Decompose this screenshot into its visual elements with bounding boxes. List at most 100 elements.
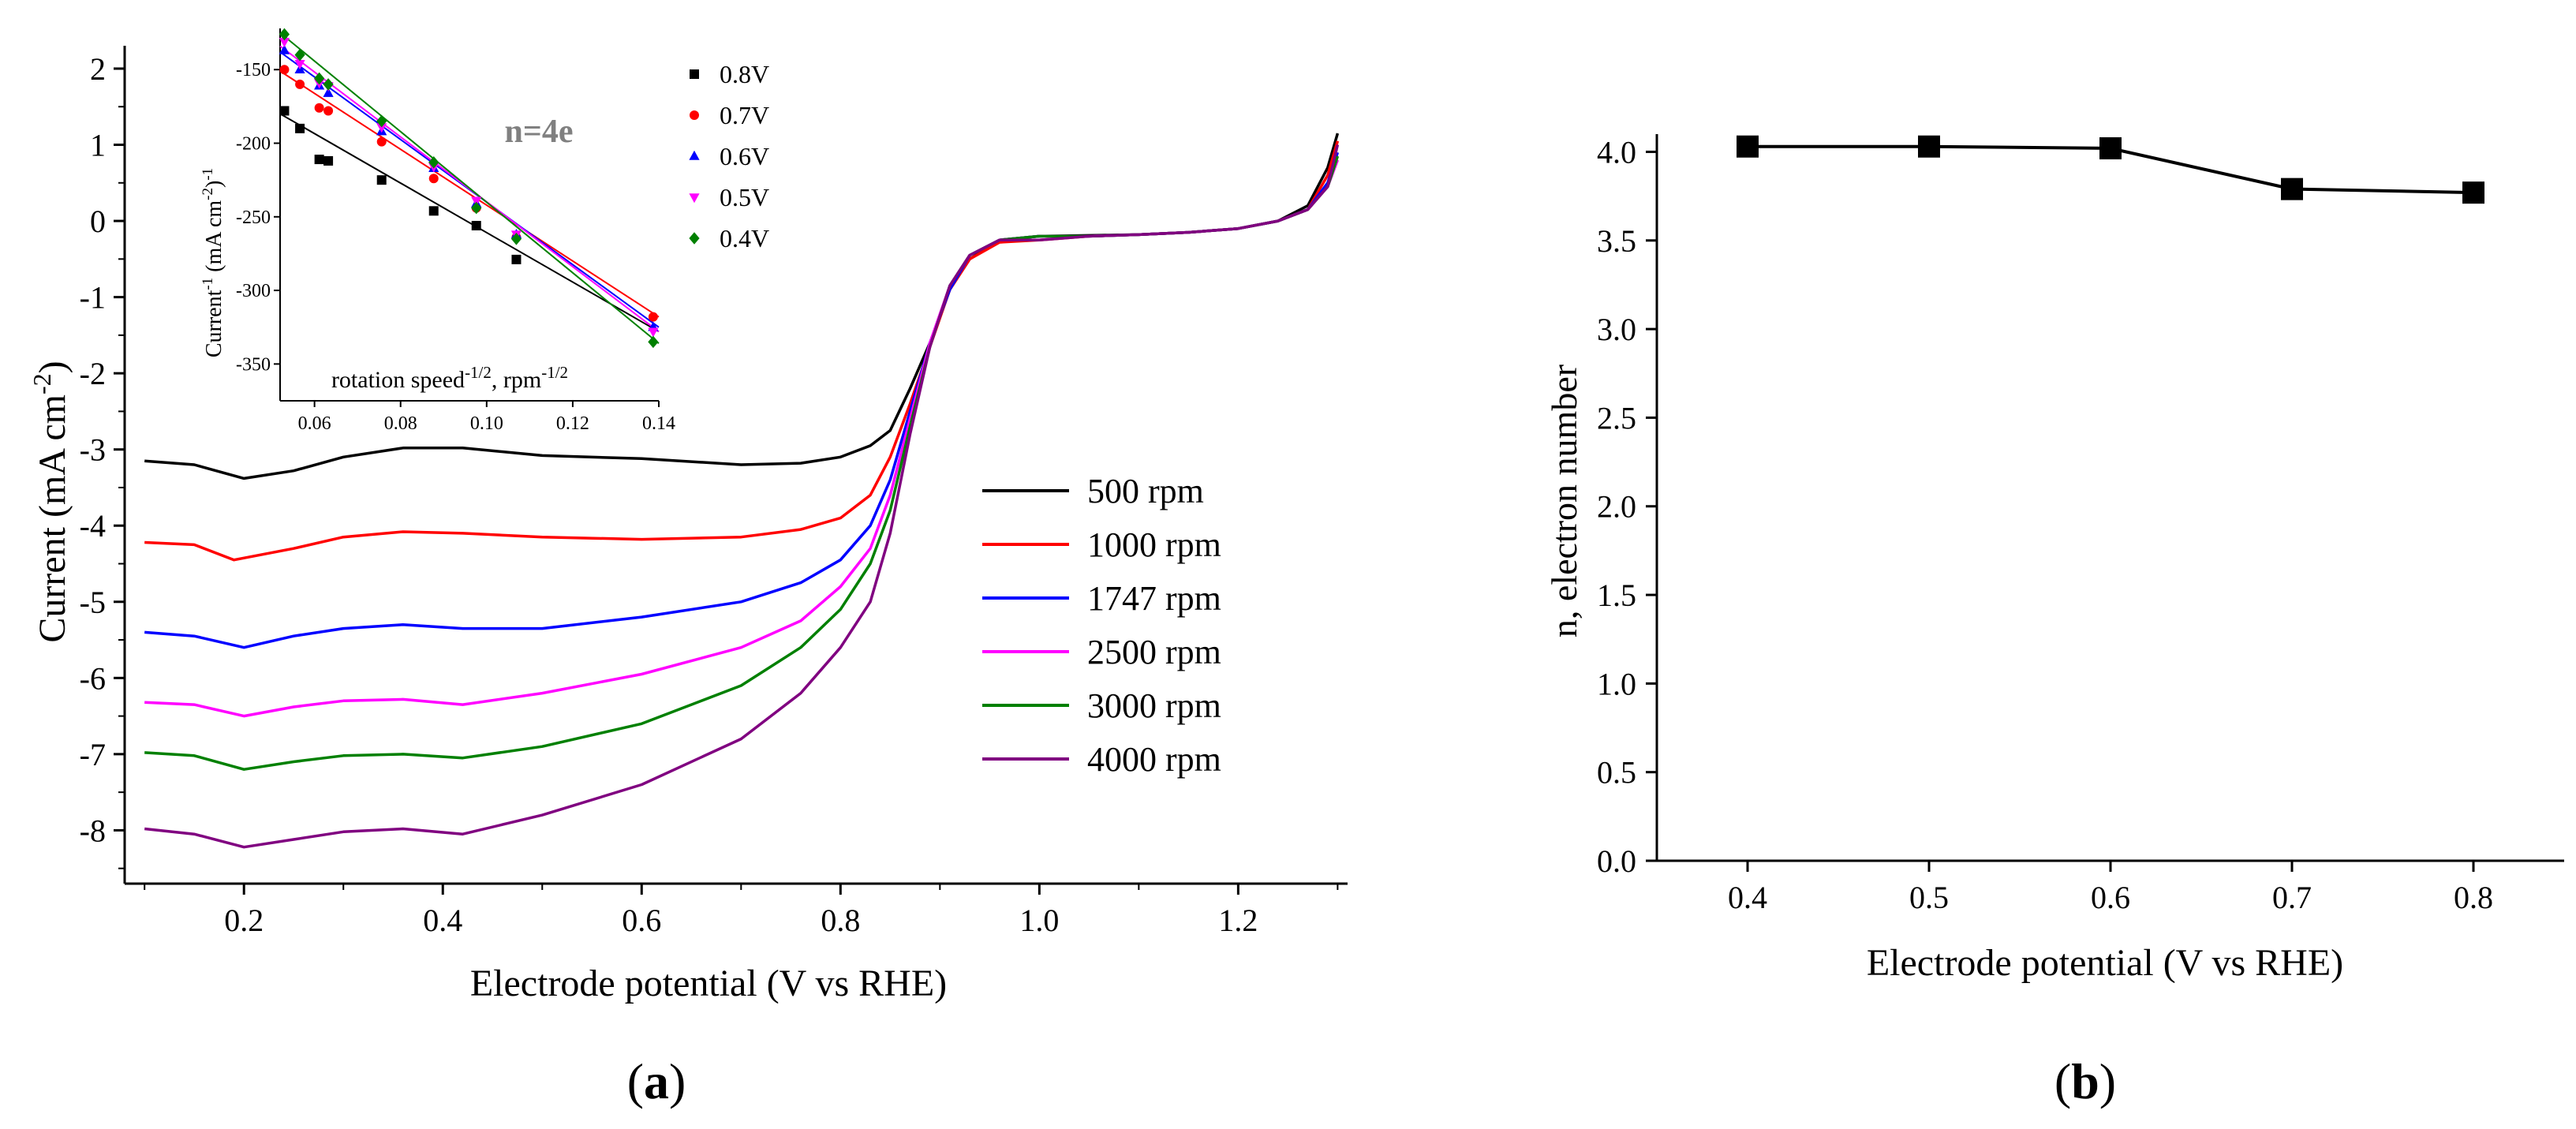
inset-yticks: -150 -200 -250 -300 -350 bbox=[236, 60, 280, 375]
inset-point-0.4V bbox=[314, 72, 325, 85]
inset-point-0.4V bbox=[376, 114, 387, 128]
inset-fit-0.8V bbox=[279, 113, 660, 333]
panel-a-axes bbox=[123, 46, 1348, 885]
panel-a-ytick-label: -2 bbox=[80, 356, 106, 391]
legend-label: 1747 rpm bbox=[1087, 579, 1221, 618]
legend-label: 2500 rpm bbox=[1087, 633, 1221, 671]
panel-a-ytick-label: 0 bbox=[90, 204, 106, 239]
inset-legend-label: 0.7V bbox=[720, 101, 769, 129]
inset-fit-lines bbox=[279, 32, 660, 345]
panel-a-ytick-label: -6 bbox=[80, 660, 106, 696]
panel-a: 0.2 0.4 0.6 0.8 1.0 1.2 2 1 0 -1 -2 -3 -4 -5 -6 -7 -8 5… bbox=[28, 28, 1348, 1109]
inset-point-0.8V bbox=[471, 220, 481, 230]
inset-fit-0.4V bbox=[279, 32, 660, 345]
inset-point-0.8V bbox=[323, 155, 334, 166]
panel-b-ytick-label: 0.0 bbox=[1597, 843, 1636, 879]
inset-legend-marker-0.7V bbox=[690, 110, 699, 120]
inset-xtick-label: 0.10 bbox=[470, 413, 503, 434]
electron-number-point bbox=[2462, 181, 2484, 204]
panel-b-ytick-label: 4.0 bbox=[1597, 134, 1636, 170]
inset-point-0.4V bbox=[471, 201, 482, 215]
inset-point-0.7V bbox=[648, 312, 658, 322]
inset-point-0.7V bbox=[323, 106, 334, 116]
panel-a-xticks: 0.2 0.4 0.6 0.8 1.0 1.2 bbox=[144, 884, 1339, 938]
electron-number-point bbox=[2281, 178, 2303, 200]
inset-ylabel: Current-1 (mA cm-2)-1 bbox=[200, 168, 226, 357]
inset-ytick-label: -150 bbox=[236, 60, 271, 80]
electron-number-point bbox=[1737, 135, 1759, 158]
panel-b-xtick-label: 0.8 bbox=[2454, 880, 2493, 915]
panel-a-ytick-label: 2 bbox=[90, 51, 106, 87]
panel-b-series bbox=[1737, 135, 2484, 204]
inset-xtick-label: 0.08 bbox=[384, 413, 417, 434]
electron-number-point bbox=[2099, 136, 2122, 159]
panel-a-xtick-label: 0.2 bbox=[224, 903, 264, 938]
inset-axes bbox=[279, 28, 659, 402]
panel-b-xtick-label: 0.5 bbox=[1909, 880, 1949, 915]
panel-a-ytick-label: 1 bbox=[90, 128, 106, 163]
inset-point-0.8V bbox=[279, 106, 290, 116]
inset-point-0.4V bbox=[279, 28, 290, 41]
panel-b-xticks: 0.4 0.5 0.6 0.7 0.8 bbox=[1728, 861, 2493, 915]
inset-legend-marker-0.8V bbox=[690, 69, 699, 79]
inset-point-0.4V bbox=[428, 155, 439, 169]
inset-point-0.8V bbox=[511, 254, 522, 264]
inset-points bbox=[279, 28, 659, 349]
panel-a-xtick-label: 1.2 bbox=[1218, 903, 1258, 938]
panel-a-ytick-label: -8 bbox=[80, 813, 106, 848]
panel-a-xtick-label: 0.8 bbox=[821, 903, 860, 938]
inset-point-0.4V bbox=[294, 48, 305, 62]
panel-a-series bbox=[144, 133, 1340, 849]
panel-a-ylabel: Current (mA cm-2) bbox=[28, 361, 73, 642]
panel-b-ytick-label: 1.5 bbox=[1597, 578, 1636, 613]
legend-label: 4000 rpm bbox=[1087, 740, 1221, 779]
inset-legend-label: 0.4V bbox=[720, 224, 769, 252]
inset-point-0.4V bbox=[648, 335, 659, 349]
panel-b-ytick-label: 0.5 bbox=[1597, 755, 1636, 791]
inset-point-0.7V bbox=[314, 103, 324, 113]
inset-point-0.8V bbox=[376, 175, 387, 185]
inset-point-0.7V bbox=[279, 65, 290, 75]
inset-legend-label: 0.6V bbox=[720, 142, 769, 170]
panel-a-ytick-label: -4 bbox=[80, 508, 106, 544]
panel-b-xtick-label: 0.6 bbox=[2091, 880, 2130, 915]
panel-a-ytick-label: -5 bbox=[80, 585, 106, 620]
inset-point-0.5V bbox=[376, 123, 387, 133]
inset-ytick-label: -250 bbox=[236, 207, 271, 228]
series-line-4000-rpm bbox=[144, 144, 1340, 849]
inset-ytick-label: -350 bbox=[236, 354, 271, 375]
inset-point-0.5V bbox=[471, 196, 482, 207]
panel-a-yticks: 2 1 0 -1 -2 -3 -4 -5 -6 -7 -8 bbox=[80, 51, 125, 869]
panel-b-ylabel: n, electron number bbox=[1544, 364, 1584, 637]
inset-point-0.5V bbox=[279, 37, 290, 47]
inset-legend: 0.8V 0.7V 0.6V 0.5V 0.4V bbox=[689, 60, 769, 252]
inset-legend-marker-0.5V bbox=[689, 193, 700, 204]
panel-b-ytick-label: 3.0 bbox=[1597, 312, 1636, 347]
inset-point-0.7V bbox=[376, 136, 387, 147]
panel-b-ytick-label: 2.5 bbox=[1597, 400, 1636, 436]
inset-ytick-label: -200 bbox=[236, 134, 271, 155]
inset-point-0.5V bbox=[294, 59, 305, 69]
inset-xtick-label: 0.06 bbox=[298, 413, 331, 434]
inset-point-0.6V bbox=[323, 87, 334, 97]
panel-a-ytick-label: -3 bbox=[80, 432, 106, 468]
inset-point-0.8V bbox=[428, 206, 439, 216]
inset-point-0.4V bbox=[323, 78, 334, 91]
electron-number-point bbox=[1918, 135, 1940, 158]
inset-xlabel: rotation speed-1/2, rpm-1/2 bbox=[331, 363, 568, 393]
inset-point-0.6V bbox=[279, 44, 290, 54]
panel-b-ytick-label: 3.5 bbox=[1597, 223, 1636, 259]
inset-fit-0.7V bbox=[279, 70, 660, 318]
legend-label: 500 rpm bbox=[1087, 472, 1204, 510]
panel-a-legend: 500 rpm 1000 rpm 1747 rpm 2500 rpm 3000 rpm 4… bbox=[982, 472, 1221, 779]
legend-label: 1000 rpm bbox=[1087, 525, 1221, 564]
panel-b-ytick-label: 1.0 bbox=[1597, 666, 1636, 701]
panel-b-ytick-label: 2.0 bbox=[1597, 489, 1636, 525]
panel-b-xtick-label: 0.4 bbox=[1728, 880, 1767, 915]
panel-a-label: (a) bbox=[627, 1053, 686, 1109]
inset-point-0.5V bbox=[648, 327, 659, 338]
panel-a-ytick-label: -7 bbox=[80, 737, 106, 772]
panel-b-axes bbox=[1655, 134, 2564, 862]
inset-legend-label: 0.5V bbox=[720, 183, 769, 211]
